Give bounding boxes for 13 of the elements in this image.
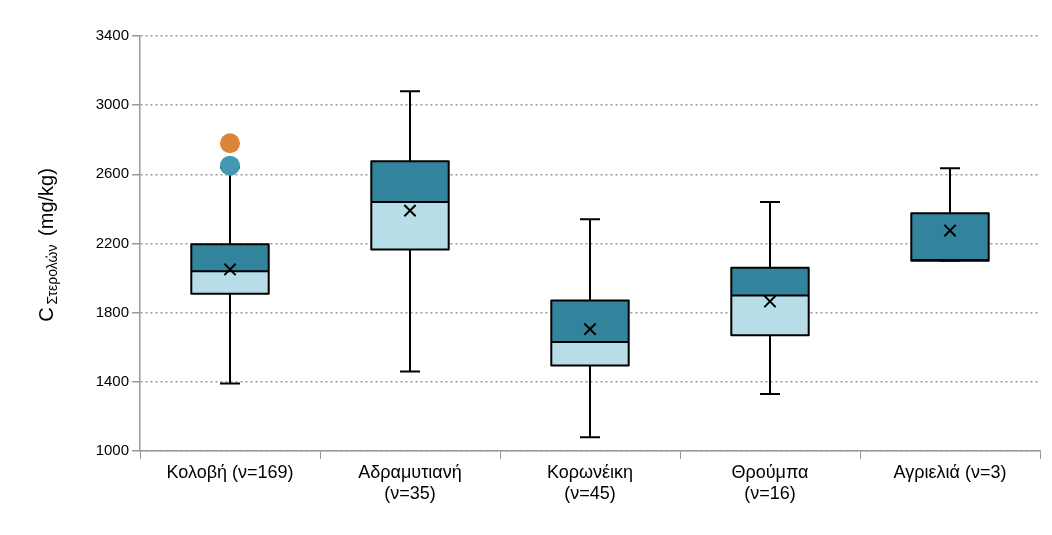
x-tick-label: Αδραμυτιανή (ν=35) xyxy=(358,461,462,504)
y-tick-label: 2200 xyxy=(95,233,129,251)
y-tick-label: 3400 xyxy=(95,26,129,44)
y-tick-label: 1400 xyxy=(95,371,129,389)
y-axis-title: CΣτερολών (mg/kg) xyxy=(35,168,60,322)
y-tick-label: 2600 xyxy=(95,164,129,182)
x-tick-label: Κορωνέικη (ν=45) xyxy=(546,461,634,504)
x-tick-label: Κολοβή (ν=169) xyxy=(166,461,294,482)
y-tick-label: 3000 xyxy=(95,95,129,113)
y-tick-label: 1800 xyxy=(95,302,129,320)
x-tick-label: Αγριελιά (ν=3) xyxy=(893,461,1007,482)
y-tick-label: 1000 xyxy=(95,441,129,459)
x-tick-label: Θρούμπα (ν=16) xyxy=(731,461,809,504)
